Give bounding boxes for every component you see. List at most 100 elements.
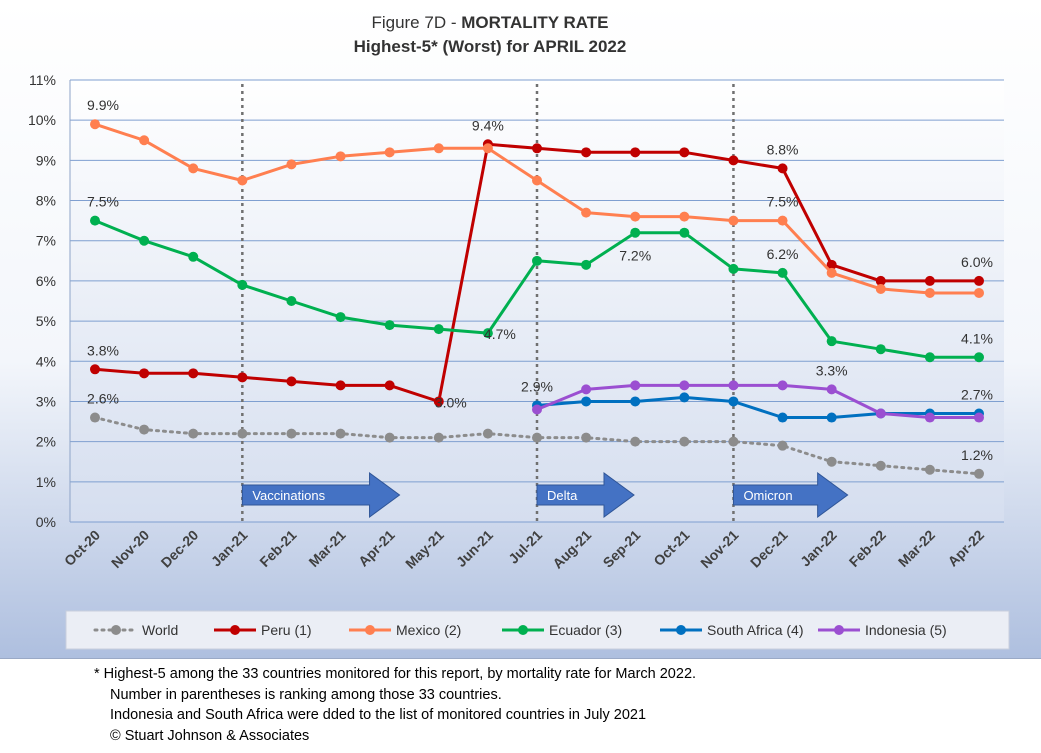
data-point-ecuador-3 (728, 263, 739, 274)
annotation-arrow-delta (536, 472, 635, 518)
y-tick-label: 3% (36, 393, 56, 409)
data-point-south-africa-4 (777, 412, 788, 423)
y-tick-label: 6% (36, 273, 56, 289)
data-point-world (728, 436, 739, 447)
data-point-mexico-2 (826, 267, 837, 278)
data-label: 4.7% (484, 326, 516, 342)
x-tick-label: Oct-21 (650, 527, 692, 569)
data-point-peru-1 (335, 380, 346, 391)
data-point-world (335, 428, 346, 439)
data-point-indonesia-5 (679, 380, 690, 391)
data-point-south-africa-4 (826, 412, 837, 423)
data-point-ecuador-3 (875, 344, 886, 355)
data-point-world (974, 468, 984, 479)
data-point-ecuador-3 (139, 235, 150, 246)
data-point-indonesia-5 (826, 384, 837, 395)
legend-label-ecuador-3: Ecuador (3) (549, 622, 622, 638)
data-point-peru-1 (974, 275, 984, 286)
data-point-peru-1 (630, 147, 641, 158)
data-point-world (777, 440, 788, 451)
y-tick-label: 10% (28, 112, 56, 128)
series-indonesia-5 (532, 380, 984, 423)
data-label: 7.2% (619, 248, 651, 264)
annotation-label-delta: Delta (547, 488, 578, 503)
data-point-ecuador-3 (924, 352, 935, 363)
data-point-ecuador-3 (433, 324, 444, 335)
series-peru-1 (90, 139, 984, 407)
data-point-peru-1 (286, 376, 297, 387)
data-point-mexico-2 (777, 215, 788, 226)
y-tick-label: 4% (36, 353, 56, 369)
legend-marker-world (111, 625, 121, 635)
data-label: 3.8% (87, 342, 119, 358)
x-tick-label: Dec-20 (158, 527, 202, 571)
legend-marker-mexico-2 (365, 625, 375, 635)
data-label: 2.7% (961, 387, 993, 403)
data-label: 3.0% (435, 394, 467, 410)
data-label: 7.5% (87, 194, 119, 210)
data-point-peru-1 (826, 259, 837, 270)
data-point-world (90, 412, 100, 423)
y-tick-label: 7% (36, 233, 56, 249)
y-tick-label: 8% (36, 193, 56, 209)
data-point-mexico-2 (679, 211, 690, 222)
copyright: © Stuart Johnson & Associates (110, 727, 310, 744)
data-point-ecuador-3 (237, 279, 248, 290)
data-point-ecuador-3 (630, 227, 641, 238)
data-point-mexico-2 (532, 175, 542, 186)
data-point-ecuador-3 (826, 336, 837, 347)
chart-subtitle: Highest-5* (Worst) for APRIL 2022 (354, 37, 627, 56)
series-line-indonesia-5 (536, 383, 979, 419)
annotation-arrow-omicron (732, 472, 849, 518)
footnote-line-2: Number in parentheses is ranking among t… (110, 686, 502, 703)
chart-title: Figure 7D - MORTALITY RATE (371, 13, 608, 32)
title-bold-text: MORTALITY RATE (461, 13, 608, 32)
data-label: 2.9% (521, 378, 553, 394)
data-point-mexico-2 (90, 119, 100, 130)
data-point-mexico-2 (188, 163, 199, 174)
x-tick-label: Jul-21 (505, 527, 545, 567)
series-ecuador-3 (90, 215, 984, 363)
x-tick-label: Feb-21 (256, 527, 299, 570)
data-point-world (875, 460, 886, 471)
data-label: 1.2% (961, 447, 993, 463)
data-label: 6.0% (961, 254, 993, 270)
legend-marker-peru-1 (230, 625, 240, 635)
data-point-world (286, 428, 297, 439)
data-point-ecuador-3 (974, 352, 984, 363)
data-point-mexico-2 (433, 143, 444, 154)
legend-label-world: World (142, 622, 178, 638)
data-point-mexico-2 (139, 135, 150, 146)
y-tick-label: 0% (36, 514, 56, 530)
footnote: * Highest-5 among the 33 countries monit… (94, 664, 1034, 746)
mortality-chart: Figure 7D - MORTALITY RATE Highest-5* (Wo… (28, 13, 1010, 650)
series-mexico-2 (90, 119, 984, 298)
y-tick-label: 2% (36, 434, 56, 450)
data-point-ecuador-3 (482, 328, 493, 339)
data-point-mexico-2 (581, 207, 592, 218)
data-point-world (630, 436, 641, 447)
data-point-indonesia-5 (532, 404, 542, 415)
data-point-south-africa-4 (630, 396, 641, 407)
data-point-south-africa-4 (581, 396, 592, 407)
data-point-peru-1 (433, 396, 444, 407)
data-label: 8.8% (767, 141, 799, 157)
data-point-ecuador-3 (532, 255, 542, 266)
x-tick-label: Jan-21 (208, 527, 251, 570)
data-point-ecuador-3 (188, 251, 199, 262)
data-point-ecuador-3 (335, 312, 346, 323)
x-tick-label: Nov-20 (108, 527, 152, 571)
data-point-ecuador-3 (679, 227, 690, 238)
data-point-peru-1 (777, 163, 788, 174)
annotation-arrow-vaccinations (241, 472, 401, 518)
data-point-mexico-2 (875, 283, 886, 294)
data-point-world (924, 464, 935, 475)
data-point-peru-1 (924, 275, 935, 286)
data-point-ecuador-3 (777, 267, 788, 278)
data-point-peru-1 (581, 147, 592, 158)
x-tick-label: Feb-22 (846, 527, 889, 570)
data-point-world (188, 428, 199, 439)
annotation-label-omicron: Omicron (743, 488, 792, 503)
data-point-indonesia-5 (974, 412, 984, 423)
